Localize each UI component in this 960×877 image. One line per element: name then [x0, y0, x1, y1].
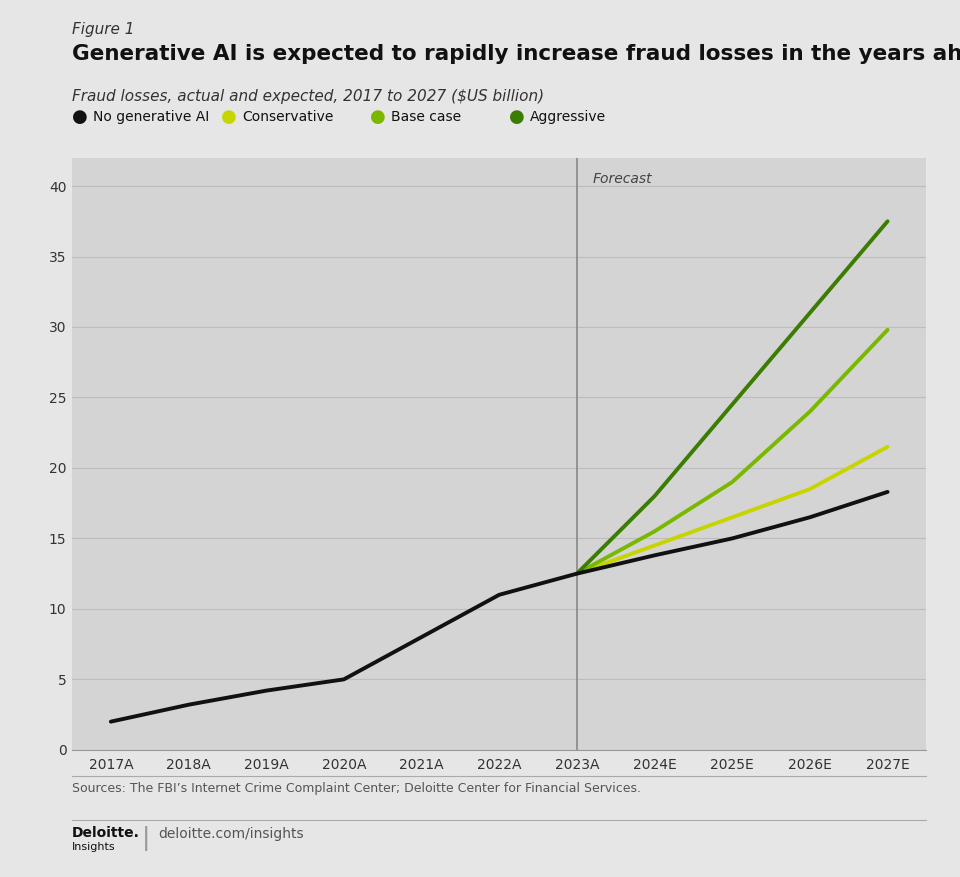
Text: ●: ●: [509, 108, 524, 125]
Text: No generative AI: No generative AI: [93, 110, 209, 124]
Text: ●: ●: [221, 108, 236, 125]
Text: Insights: Insights: [72, 842, 115, 852]
Text: Figure 1: Figure 1: [72, 22, 134, 37]
Text: Generative AI is expected to rapidly increase fraud losses in the years ahead: Generative AI is expected to rapidly inc…: [72, 44, 960, 64]
Text: Sources: The FBI’s Internet Crime Complaint Center; Deloitte Center for Financia: Sources: The FBI’s Internet Crime Compla…: [72, 782, 641, 795]
Text: ●: ●: [72, 108, 87, 125]
Text: Aggressive: Aggressive: [530, 110, 606, 124]
Text: Fraud losses, actual and expected, 2017 to 2027 ($US billion): Fraud losses, actual and expected, 2017 …: [72, 89, 544, 104]
Text: Forecast: Forecast: [592, 172, 652, 186]
Text: deloitte.com/insights: deloitte.com/insights: [158, 827, 304, 841]
Text: Deloitte.: Deloitte.: [72, 826, 140, 840]
Text: ●: ●: [370, 108, 385, 125]
Text: |: |: [142, 826, 151, 852]
Text: Conservative: Conservative: [242, 110, 333, 124]
Text: Base case: Base case: [391, 110, 461, 124]
